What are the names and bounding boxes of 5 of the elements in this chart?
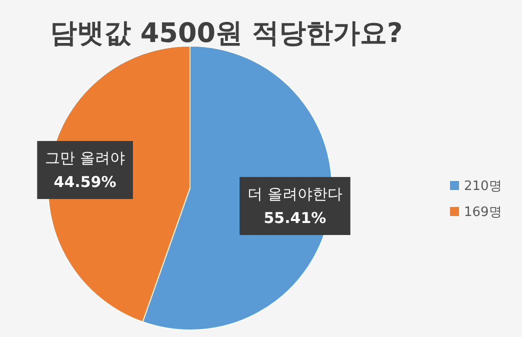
legend-label: 210명 [464,179,502,194]
data-label: 그만 올려야 44.59% [45,148,125,191]
data-label: 더 올려야한다 55.41% [248,185,342,228]
chart-title: 담뱃값 4500원 적당한가요? [50,18,403,49]
legend-label: 169명 [464,205,502,220]
